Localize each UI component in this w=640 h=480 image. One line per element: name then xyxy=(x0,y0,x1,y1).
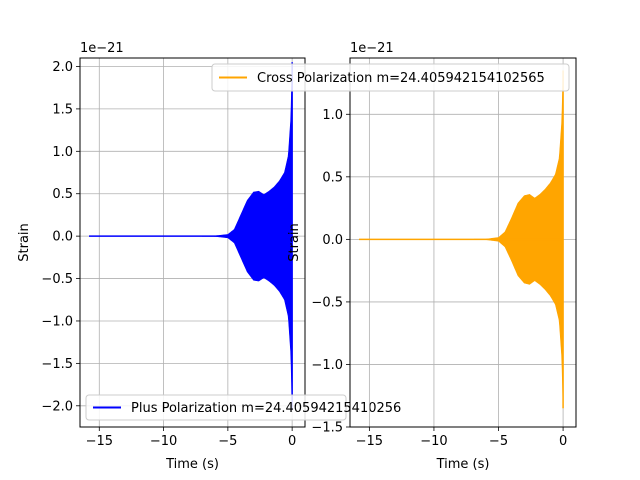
plus-y-tick-label: 2.0 xyxy=(52,60,73,75)
plus-legend: Plus Polarization m=24.40594215410256 xyxy=(85,394,401,421)
plus-axes-frame xyxy=(79,57,306,428)
cross-legend: Cross Polarization m=24.405942154102565 xyxy=(211,63,570,92)
cross-y-tick-label: −1.0 xyxy=(311,358,343,373)
cross-y-tick-label: 0.0 xyxy=(322,233,343,248)
plus-x-tick-label: 0 xyxy=(288,434,296,449)
plus-x-axis-label: Time (s) xyxy=(165,457,219,472)
plus-legend-box xyxy=(85,394,347,421)
cross-offset-label: 1e−21 xyxy=(350,41,394,56)
plus-waveform xyxy=(89,62,293,411)
cross-axes-frame xyxy=(349,57,577,428)
cross-y-axis-label: Strain xyxy=(287,223,302,262)
plus-y-axis-label: Strain xyxy=(17,223,32,262)
cross-legend-label: Cross Polarization m=24.405942154102565 xyxy=(257,71,545,86)
plus-y-tick-label: 1.5 xyxy=(52,102,73,117)
plus-polarization-axes: −15 −10 −5 0 −2.0 −1.5 −1.0 −0.5 0.0 0.5 1.0 1.5 2.0… xyxy=(17,41,401,472)
plus-y-tick-label: −1.0 xyxy=(41,314,73,329)
cross-x-tick-label: −10 xyxy=(420,434,447,449)
plus-x-tick-label: −5 xyxy=(218,434,237,449)
cross-ticks: −15 −10 −5 0 −1.5 −1.0 −0.5 0.0 0.5 1.0 xyxy=(311,108,567,449)
plus-y-tick-label: −1.5 xyxy=(41,357,73,372)
cross-polarization-axes: −15 −10 −5 0 −1.5 −1.0 −0.5 0.0 0.5 1.0 1e−21 Tim… xyxy=(211,41,577,472)
plus-x-tick-label: −10 xyxy=(150,434,177,449)
plus-y-tick-label: 1.0 xyxy=(52,145,73,160)
plus-y-tick-label: −2.0 xyxy=(41,399,73,414)
cross-y-tick-label: −1.5 xyxy=(311,421,343,436)
cross-y-tick-label: −0.5 xyxy=(311,295,343,310)
plus-y-tick-label: 0.5 xyxy=(52,187,73,202)
cross-y-tick-label: 0.5 xyxy=(322,170,343,185)
cross-legend-box xyxy=(211,63,570,92)
cross-x-tick-label: −15 xyxy=(356,434,383,449)
plus-legend-label: Plus Polarization m=24.40594215410256 xyxy=(131,401,401,416)
plus-x-tick-label: −15 xyxy=(86,434,113,449)
plus-y-tick-label: 0.0 xyxy=(52,230,73,245)
plus-y-tick-label: −0.5 xyxy=(41,272,73,287)
plus-offset-label: 1e−21 xyxy=(80,41,124,56)
cross-x-tick-label: −5 xyxy=(489,434,508,449)
cross-waveform xyxy=(359,70,564,409)
cross-x-tick-label: 0 xyxy=(559,434,567,449)
cross-x-axis-label: Time (s) xyxy=(436,457,490,472)
cross-y-tick-label: 1.0 xyxy=(322,108,343,123)
plus-ticks: −15 −10 −5 0 −2.0 −1.5 −1.0 −0.5 0.0 0.5 1.0 1.5 2.0 xyxy=(41,60,296,449)
